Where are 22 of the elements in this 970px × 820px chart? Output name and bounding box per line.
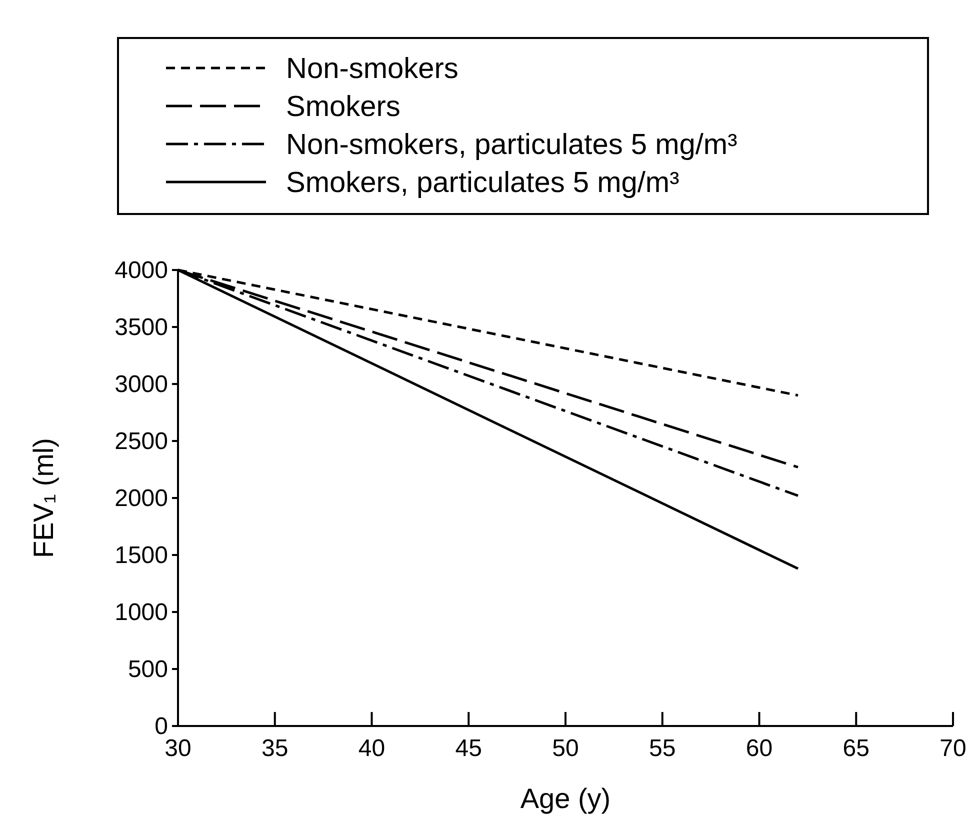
x-tick-label: 70 <box>940 735 966 762</box>
y-tick-label: 2000 <box>114 485 168 512</box>
legend-label: Smokers <box>286 91 400 123</box>
legend-label: Smokers, particulates 5 mg/m³ <box>286 167 680 199</box>
y-axis-title: FEV₁ (ml) <box>28 438 59 558</box>
y-tick-label: 500 <box>128 656 168 683</box>
x-axis-title: Age (y) <box>520 783 611 814</box>
y-tick-label: 2500 <box>114 428 168 455</box>
x-tick-label: 50 <box>552 735 579 762</box>
x-tick-label: 55 <box>649 735 676 762</box>
y-tick-label: 1000 <box>114 599 168 626</box>
x-tick-label: 35 <box>262 735 288 762</box>
legend-label: Non-smokers, particulates 5 mg/m³ <box>286 129 738 161</box>
y-tick-label: 3500 <box>114 314 168 341</box>
x-tick-label: 45 <box>455 735 482 762</box>
x-tick-label: 40 <box>358 735 386 762</box>
x-tick-label: 65 <box>842 735 870 762</box>
y-tick-label: 3000 <box>114 371 168 398</box>
y-tick-label: 1500 <box>114 542 168 569</box>
x-tick-label: 60 <box>746 735 773 762</box>
legend-label: Non-smokers <box>286 53 458 85</box>
y-tick-label: 4000 <box>114 257 168 284</box>
